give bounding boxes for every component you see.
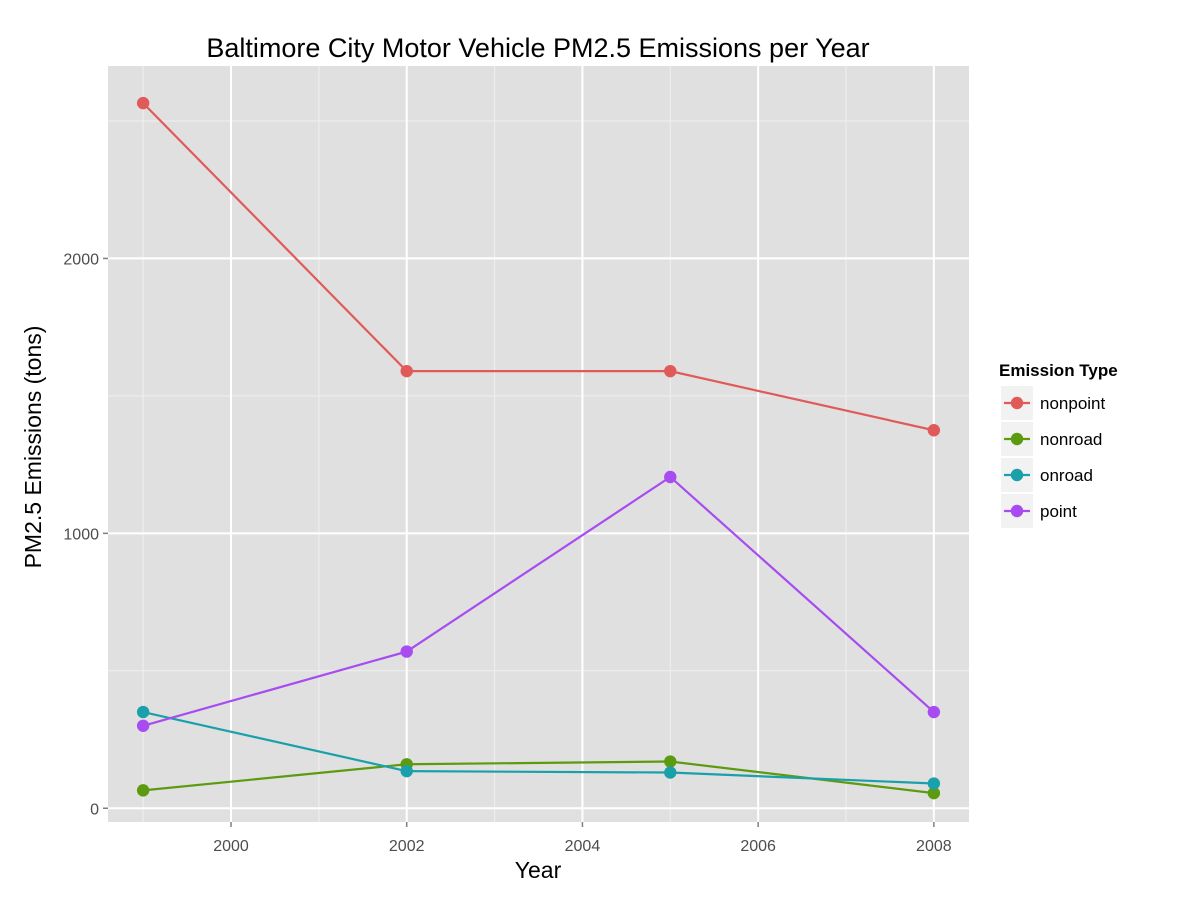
data-point-point [927, 705, 941, 719]
legend-items: nonpoint nonroad onroad point [1001, 386, 1106, 528]
y-tick-label: 2000 [63, 251, 99, 268]
x-tick-label: 2006 [740, 838, 776, 855]
series-layer [136, 96, 941, 800]
data-point-point [400, 645, 413, 658]
data-point-nonroad [927, 786, 941, 800]
legend-title: Emission Type [999, 361, 1118, 380]
legend-item-onroad: onroad [1001, 458, 1093, 492]
series-line-point [142, 475, 935, 727]
data-point-nonpoint [927, 424, 941, 437]
x-tick-label: 2002 [389, 838, 425, 855]
legend-key-point [1010, 504, 1024, 518]
plot-panel [108, 66, 969, 822]
series-line-onroad [142, 710, 934, 785]
legend-label-nonpoint: nonpoint [1040, 394, 1106, 413]
data-point-point [664, 470, 677, 484]
data-point-onroad [664, 766, 677, 779]
legend-item-nonpoint: nonpoint [1001, 386, 1106, 420]
y-tick-label: 0 [90, 801, 99, 818]
legend: Emission Type nonpoint nonroad onroad point [999, 361, 1118, 528]
data-point-nonroad [136, 784, 150, 797]
legend-key-point [1010, 432, 1024, 446]
legend-key-point [1010, 396, 1024, 410]
series-point [136, 470, 941, 732]
legend-label-onroad: onroad [1040, 466, 1093, 485]
data-point-nonpoint [136, 96, 150, 110]
x-tick-label: 2000 [213, 838, 249, 855]
grid-lines [108, 66, 969, 822]
data-point-onroad [136, 705, 150, 719]
x-tick-label: 2004 [565, 838, 601, 855]
data-point-nonroad [664, 755, 677, 768]
data-point-nonpoint [664, 364, 677, 378]
chart-title: Baltimore City Motor Vehicle PM2.5 Emiss… [206, 33, 869, 63]
legend-label-nonroad: nonroad [1040, 430, 1102, 449]
legend-item-point: point [1001, 494, 1077, 528]
series-nonpoint [136, 96, 941, 437]
y-axis: 0 1000 2000 [63, 251, 108, 818]
data-point-onroad [927, 777, 941, 790]
data-point-point [136, 719, 150, 732]
x-tick-label: 2008 [916, 838, 952, 855]
data-point-onroad [400, 764, 413, 778]
y-axis-title: PM2.5 Emissions (tons) [20, 326, 46, 569]
series-line-nonpoint [142, 102, 935, 432]
y-tick-label: 1000 [63, 526, 99, 543]
data-point-nonpoint [400, 364, 413, 378]
legend-item-nonroad: nonroad [1001, 422, 1102, 456]
x-axis-title: Year [515, 857, 562, 883]
legend-label-point: point [1040, 502, 1077, 521]
legend-key-point [1010, 468, 1024, 482]
x-axis: 2000 2002 2004 2006 2008 [213, 822, 952, 855]
series-onroad [136, 705, 941, 790]
